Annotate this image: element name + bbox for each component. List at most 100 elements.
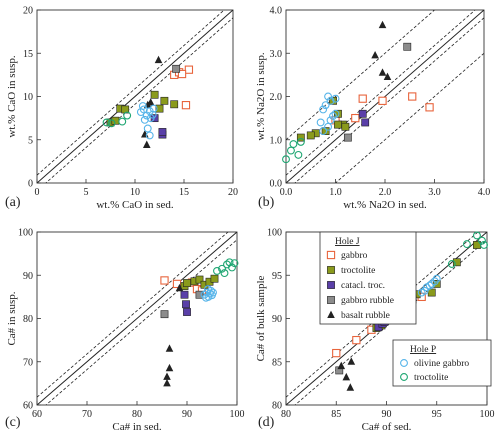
legend-item-label: olivine gabbro — [414, 359, 469, 369]
panel-a: 0 5 10 15 20 0 5 10 15 20 wt.% CaO in sed. wt.% CaO… — [6, 6, 238, 212]
panel-label-d: (d) — [258, 415, 275, 430]
data-point-troctolite — [334, 120, 342, 129]
x-tick-label: 3.0 — [428, 187, 441, 198]
data-point-basalt-rubble — [371, 51, 379, 59]
reference-lines — [37, 10, 233, 183]
data-point-basalt-rubble — [165, 344, 174, 352]
one-to-one-line — [37, 232, 237, 405]
legend-marker — [400, 373, 408, 381]
data-point-catacl-troc- — [180, 290, 189, 299]
y-tick-label: 85 — [272, 357, 282, 368]
data-point-troctolite — [341, 122, 350, 131]
data-point-gabbro — [177, 69, 187, 79]
legend-hole-j: Hole J gabbro troctolite catacl. troc. gabb… — [319, 231, 417, 325]
data-point-gabbro-rubble — [160, 310, 169, 319]
data-points — [160, 258, 239, 387]
data-point-troctolite — [452, 258, 461, 267]
data-point-troctolite — [123, 111, 132, 120]
legend-item-label: gabbro rubble — [341, 296, 394, 306]
data-point-olivine-gabbro — [326, 116, 335, 125]
data-point-troctolite — [334, 109, 342, 118]
data-point-gabbro — [184, 65, 194, 74]
x-axis-label: wt.% Na2O in sed. — [343, 199, 427, 211]
panel-label-b: (b) — [258, 195, 275, 210]
legend-item-label: troctolite — [414, 373, 448, 383]
x-tick-label: 90 — [182, 409, 192, 420]
data-points — [102, 55, 194, 148]
legend-marker — [327, 296, 335, 304]
data-point-basalt-rubble — [154, 55, 163, 64]
data-point-gabbro — [351, 113, 360, 123]
data-point-catacl-troc- — [183, 308, 191, 316]
data-point-troctolite — [447, 260, 456, 268]
data-point-gabbro — [172, 279, 182, 289]
data-point-olivine-gabbro — [420, 286, 429, 295]
x-tick-label: 100 — [480, 409, 495, 420]
x-tick-label: 20 — [228, 187, 238, 198]
data-point-olivine-gabbro — [326, 96, 335, 105]
bound-line — [286, 10, 476, 176]
legend-item-label: troctolite — [341, 266, 375, 276]
data-point-troctolite — [230, 259, 239, 268]
data-point-troctolite — [296, 137, 305, 146]
legend-hole-p: Hole P olivine gabbro troctolite — [392, 339, 492, 387]
data-point-olivine-gabbro — [148, 110, 157, 119]
data-point-troctolite — [462, 240, 471, 249]
data-point-olivine-gabbro — [425, 281, 434, 290]
panel-c: 60 70 80 90 100 60 70 80 90 100 Ca# in sed. Ca# in … — [6, 228, 245, 434]
data-point-troctolite — [287, 146, 295, 155]
data-point-olivine-gabbro — [140, 115, 149, 124]
legend-marker — [326, 250, 336, 260]
data-point-gabbro — [378, 96, 387, 105]
y-tick-label: 20 — [23, 6, 33, 17]
bound-line — [286, 10, 436, 141]
x-tick-label: 5 — [84, 187, 89, 198]
y-axis-label: wt.% Na2O in susp. — [255, 52, 267, 141]
y-tick-label: 10 — [23, 92, 33, 103]
x-tick-label: 15 — [179, 187, 189, 198]
y-tick-label: 3.0 — [270, 49, 283, 60]
data-point-gabbro — [408, 92, 417, 101]
data-point-troctolite — [294, 150, 303, 159]
x-tick-label: 95 — [432, 409, 442, 420]
data-point-troctolite — [282, 155, 290, 164]
y-tick-label: 1.0 — [270, 135, 283, 146]
y-tick-label: 15 — [23, 49, 33, 60]
data-point-basalt-rubble — [163, 372, 171, 380]
data-point-catacl-troc- — [358, 109, 367, 118]
x-tick-label: 70 — [82, 409, 92, 420]
x-axis-label: Ca# of sed. — [362, 421, 412, 433]
y-tick-label: 70 — [23, 357, 33, 368]
data-point-basalt-rubble — [378, 68, 387, 76]
data-point-olivine-gabbro — [321, 101, 330, 110]
data-point-basalt-rubble — [175, 283, 184, 292]
data-point-basalt-rubble — [165, 363, 174, 372]
y-axis-label: Ca# in susp. — [6, 291, 18, 345]
legend-p-box — [392, 339, 492, 387]
y-tick-label: 100 — [18, 228, 33, 239]
reference-lines — [37, 232, 237, 405]
one-to-one-line — [37, 10, 233, 183]
y-tick-label: 100 — [267, 228, 282, 239]
data-point-troctolite — [210, 274, 219, 283]
data-point-olivine-gabbro — [432, 274, 441, 283]
data-point-olivine-gabbro — [209, 288, 217, 297]
y-tick-label: 90 — [272, 314, 282, 325]
panel-b: 0.0 1.0 2.0 3.0 4.0 0.0 1.0 2.0 3.0 4.0 wt.% Na2O … — [255, 6, 490, 212]
y-axis-label: wt.% CaO in susp. — [6, 55, 18, 137]
data-point-troctolite — [155, 104, 164, 113]
data-point-troctolite — [107, 119, 116, 128]
data-point-troctolite — [183, 279, 191, 287]
data-point-olivine-gabbro — [202, 293, 210, 302]
data-point-troctolite — [102, 118, 111, 127]
data-point-basalt-rubble — [346, 383, 355, 391]
bound-line — [294, 239, 487, 405]
x-tick-label: 1.0 — [329, 187, 342, 198]
legend-j-box — [319, 231, 417, 325]
data-point-basalt-rubble — [337, 361, 346, 370]
x-tick-label: 80 — [281, 409, 291, 420]
data-point-olivine-gabbro — [316, 118, 325, 127]
legend-marker — [400, 359, 408, 367]
panel-label-a: (a) — [5, 195, 21, 210]
data-point-troctolite — [296, 133, 305, 142]
